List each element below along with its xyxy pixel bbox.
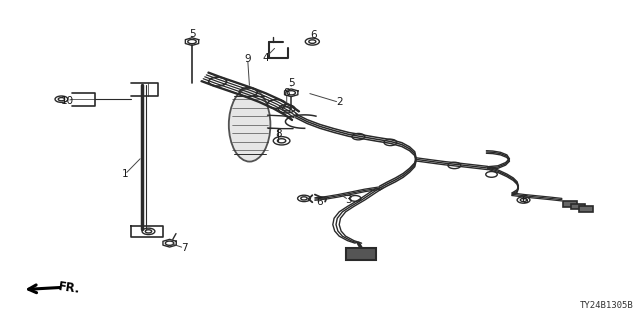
Text: 7: 7 [181, 243, 188, 253]
Text: 3: 3 [346, 195, 352, 205]
Text: 2: 2 [336, 97, 342, 108]
Text: 1: 1 [122, 169, 128, 180]
Bar [571, 204, 585, 209]
Text: 6: 6 [522, 195, 528, 205]
Bar [346, 248, 376, 260]
Text: 5: 5 [189, 28, 195, 39]
Text: 8: 8 [284, 88, 290, 98]
Text: 4: 4 [262, 52, 269, 63]
Ellipse shape [229, 88, 271, 162]
Text: TY24B1305B: TY24B1305B [580, 301, 634, 310]
Text: 5: 5 [288, 78, 294, 88]
Bar [579, 206, 593, 212]
Bar [563, 201, 577, 207]
Text: 8: 8 [275, 129, 282, 140]
Text: FR.: FR. [58, 280, 81, 296]
Text: 9: 9 [244, 54, 251, 64]
Text: 6: 6 [317, 196, 323, 207]
Text: 10: 10 [61, 96, 74, 106]
Text: 6: 6 [310, 30, 317, 40]
